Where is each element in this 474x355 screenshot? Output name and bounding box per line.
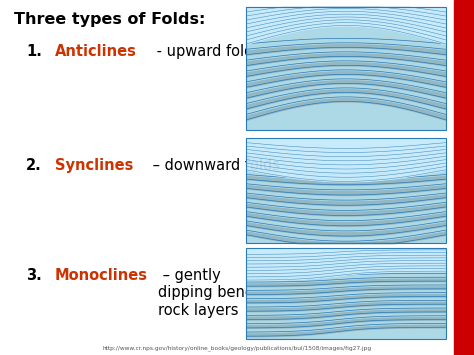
Bar <box>246 138 446 243</box>
Text: 1.: 1. <box>26 44 42 59</box>
Text: Anticlines: Anticlines <box>55 44 137 59</box>
Bar <box>246 138 446 243</box>
Bar <box>246 248 446 339</box>
Text: Three types of Folds:: Three types of Folds: <box>14 12 206 27</box>
Text: Synclines: Synclines <box>55 158 133 173</box>
Bar <box>246 248 446 339</box>
Bar <box>246 7 446 130</box>
Text: Monoclines: Monoclines <box>55 268 147 283</box>
Bar <box>246 7 446 130</box>
Text: – downward folds: – downward folds <box>148 158 280 173</box>
Text: - upward folds: - upward folds <box>152 44 261 59</box>
Text: 2.: 2. <box>26 158 42 173</box>
Bar <box>454 0 474 355</box>
Text: – gently
dipping bends in horizontal
rock layers: – gently dipping bends in horizontal roc… <box>158 268 358 318</box>
Text: 3.: 3. <box>26 268 42 283</box>
Text: http://www.cr.nps.gov/history/online_books/geology/publications/bul/1508/images/: http://www.cr.nps.gov/history/online_boo… <box>102 345 372 351</box>
